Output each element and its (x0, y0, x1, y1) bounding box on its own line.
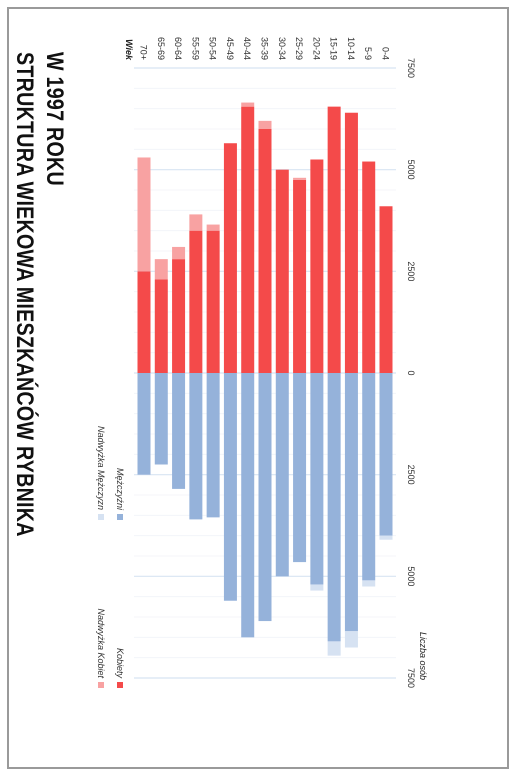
bar-men-0-4 (379, 373, 393, 536)
bar-women-70+ (137, 271, 151, 374)
bar-women-25-29 (293, 179, 307, 373)
bar-men-25-29 (293, 373, 307, 563)
bar-women-20-24 (310, 159, 324, 373)
bar-women-55-59 (189, 230, 203, 373)
bar-men-45-49 (223, 373, 237, 601)
value-tick-label: 0 (406, 370, 416, 375)
legend-label: Kobiety (115, 648, 125, 679)
bar-women-45-49 (223, 143, 237, 373)
bar-women-60-64 (172, 259, 186, 373)
bar-men-35-39 (258, 373, 272, 622)
bar-men-50-54 (206, 373, 220, 518)
value-tick-label: 7500 (406, 58, 416, 78)
legend-label: Mężczyźni (115, 468, 125, 511)
category-axis-label: Wiek (124, 39, 134, 61)
bar-men-15-19 (327, 373, 341, 642)
category-label: 25-29 (294, 37, 304, 60)
bar-men-60-64 (172, 373, 186, 489)
chart-frame (7, 7, 509, 769)
bar-women-5-9 (362, 161, 376, 373)
bar-excess-women-40-44 (241, 102, 255, 107)
bar-women-10-14 (344, 112, 358, 373)
value-tick-label: 2500 (406, 465, 416, 485)
category-label: 55-59 (190, 37, 200, 60)
category-label: 30-34 (277, 37, 287, 60)
bar-excess-men-15-19 (327, 641, 341, 656)
category-label: 40-44 (242, 37, 252, 60)
value-tick-label: 7500 (406, 668, 416, 688)
category-label: 45-49 (225, 37, 235, 60)
bar-men-5-9 (362, 373, 376, 581)
category-label: 60-64 (173, 37, 183, 60)
value-axis-label: Liczba osób (418, 632, 428, 680)
bar-excess-women-50-54 (206, 224, 220, 231)
legend-swatch (117, 682, 123, 688)
legend-swatch (98, 682, 104, 688)
bar-men-10-14 (344, 373, 358, 632)
category-label: 0-4 (381, 47, 391, 60)
category-label: 65-69 (156, 37, 166, 60)
bar-excess-women-25-29 (293, 177, 307, 180)
category-label: 70+ (139, 45, 149, 60)
bar-women-35-39 (258, 129, 272, 373)
legend-label: Nadwyżka Mężczyzn (96, 426, 106, 510)
bar-men-65-69 (154, 373, 168, 465)
bar-women-15-19 (327, 106, 341, 373)
bar-excess-men-20-24 (310, 584, 324, 591)
bar-men-70+ (137, 373, 151, 475)
value-tick-label: 5000 (406, 160, 416, 180)
legend-swatch (117, 514, 123, 520)
category-label: 10-14 (346, 37, 356, 60)
category-label: 5-9 (363, 47, 373, 60)
bar-women-40-44 (241, 106, 255, 373)
bar-excess-women-60-64 (172, 246, 186, 260)
legend-swatch (98, 514, 104, 520)
bar-excess-men-10-14 (344, 631, 358, 648)
bar-excess-women-35-39 (258, 120, 272, 130)
bar-men-40-44 (241, 373, 255, 638)
value-tick-label: 2500 (406, 261, 416, 281)
value-tick-label: 5000 (406, 566, 416, 586)
legend-label: Nadwyżka Kobiet (96, 608, 106, 678)
bar-men-30-34 (275, 373, 289, 577)
category-label: 35-39 (260, 37, 270, 60)
bar-excess-women-55-59 (189, 214, 203, 231)
bar-women-30-34 (275, 169, 289, 373)
bar-excess-women-65-69 (154, 259, 168, 280)
bar-men-55-59 (189, 373, 203, 520)
category-label: 20-24 (311, 37, 321, 60)
category-label: 50-54 (208, 37, 218, 60)
bar-excess-men-0-4 (379, 535, 393, 540)
bar-excess-men-5-9 (362, 580, 376, 587)
bar-excess-women-70+ (137, 157, 151, 272)
category-label: 15-19 (329, 37, 339, 60)
bar-men-20-24 (310, 373, 324, 585)
bar-women-65-69 (154, 279, 168, 374)
bar-women-0-4 (379, 206, 393, 373)
bar-women-50-54 (206, 230, 220, 373)
